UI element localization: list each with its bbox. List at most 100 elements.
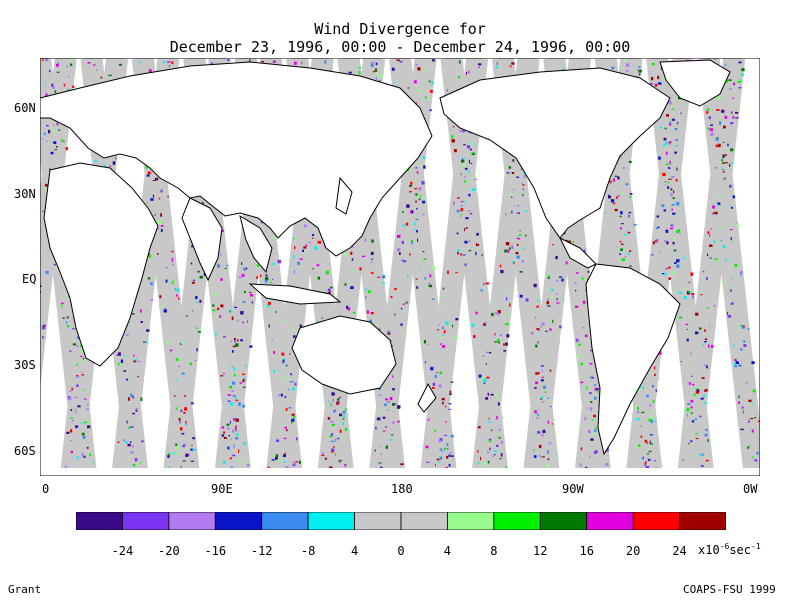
divergence-cell (414, 188, 418, 190)
divergence-cell (145, 165, 148, 169)
divergence-cell (495, 65, 498, 69)
swath-band (625, 58, 694, 476)
divergence-cell (707, 344, 710, 348)
divergence-cell (496, 416, 498, 420)
divergence-cell (456, 232, 459, 235)
divergence-cell (391, 434, 394, 436)
divergence-cell (293, 255, 295, 259)
divergence-cell (740, 73, 744, 76)
divergence-cell (446, 443, 449, 447)
divergence-cell (638, 69, 642, 73)
divergence-cell (463, 144, 466, 146)
divergence-cell (82, 454, 86, 457)
divergence-cell (688, 281, 691, 284)
divergence-cell (754, 459, 758, 462)
divergence-cell (717, 202, 721, 206)
divergence-cell (56, 131, 60, 135)
divergence-cell (576, 339, 579, 342)
divergence-cell (63, 140, 65, 142)
divergence-cell (166, 341, 171, 344)
divergence-cell (492, 301, 494, 305)
divergence-cell (536, 305, 539, 308)
divergence-cell (334, 409, 337, 411)
divergence-cell (134, 458, 138, 462)
divergence-cell (428, 284, 433, 288)
divergence-cell (337, 398, 340, 401)
divergence-cell (717, 195, 721, 198)
divergence-cell (441, 326, 444, 329)
divergence-cell (541, 376, 544, 378)
divergence-cell (371, 258, 374, 260)
divergence-cell (670, 188, 673, 191)
divergence-cell (482, 283, 486, 285)
divergence-cell (529, 323, 533, 326)
divergence-cell (226, 264, 229, 267)
divergence-cell (237, 339, 239, 342)
divergence-cell (738, 395, 740, 399)
divergence-cell (73, 375, 75, 378)
divergence-cell (231, 316, 234, 320)
divergence-cell (747, 328, 750, 330)
divergence-cell (219, 315, 221, 318)
divergence-cell (448, 393, 453, 395)
divergence-cell (722, 178, 724, 182)
divergence-cell (721, 109, 725, 113)
divergence-cell (743, 344, 747, 347)
divergence-cell (582, 300, 586, 304)
divergence-cell (223, 437, 227, 439)
divergence-cell (82, 357, 85, 360)
divergence-cell (608, 255, 612, 258)
divergence-cell (589, 376, 591, 378)
divergence-cell (471, 175, 474, 179)
divergence-cell (724, 115, 727, 119)
divergence-cell (415, 218, 419, 221)
divergence-cell (541, 368, 543, 372)
divergence-cell (746, 389, 750, 392)
divergence-cell (640, 435, 643, 438)
divergence-cell (222, 460, 226, 464)
divergence-cell (490, 393, 494, 396)
divergence-cell (671, 204, 675, 206)
divergence-cell (282, 319, 286, 322)
divergence-cell (547, 450, 549, 454)
divergence-cell (373, 70, 376, 73)
divergence-cell (110, 61, 112, 64)
divergence-cell (590, 351, 594, 353)
divergence-cell (108, 74, 112, 77)
divergence-cell (375, 426, 377, 430)
divergence-cell (430, 81, 434, 85)
divergence-cell (544, 391, 547, 393)
divergence-cell (161, 312, 163, 314)
divergence-cell (595, 450, 598, 454)
divergence-cell (403, 229, 406, 233)
divergence-cell (654, 420, 657, 422)
divergence-cell (699, 327, 702, 330)
divergence-cell (658, 351, 662, 355)
divergence-cell (534, 385, 536, 387)
divergence-cell (407, 275, 409, 279)
divergence-cell (624, 58, 627, 62)
divergence-cell (717, 143, 721, 148)
divergence-cell (408, 185, 413, 187)
divergence-cell (491, 429, 493, 432)
divergence-cell (178, 365, 181, 368)
divergence-cell (690, 412, 694, 414)
divergence-cell (679, 112, 681, 116)
divergence-cell (477, 462, 481, 464)
divergence-cell (547, 275, 550, 278)
divergence-cell (531, 409, 535, 412)
divergence-cell (62, 317, 65, 319)
divergence-cell (725, 79, 729, 83)
divergence-cell (713, 240, 716, 243)
divergence-cell (175, 443, 178, 446)
divergence-cell (751, 361, 755, 365)
divergence-cell (552, 244, 554, 246)
divergence-cell (727, 143, 729, 147)
divergence-cell (406, 169, 410, 172)
divergence-cell (758, 420, 760, 422)
divergence-cell (695, 331, 698, 335)
divergence-cell (745, 382, 748, 384)
divergence-cell (312, 267, 314, 270)
colorbar-tick-label: -24 (111, 544, 134, 558)
divergence-cell (81, 432, 85, 436)
